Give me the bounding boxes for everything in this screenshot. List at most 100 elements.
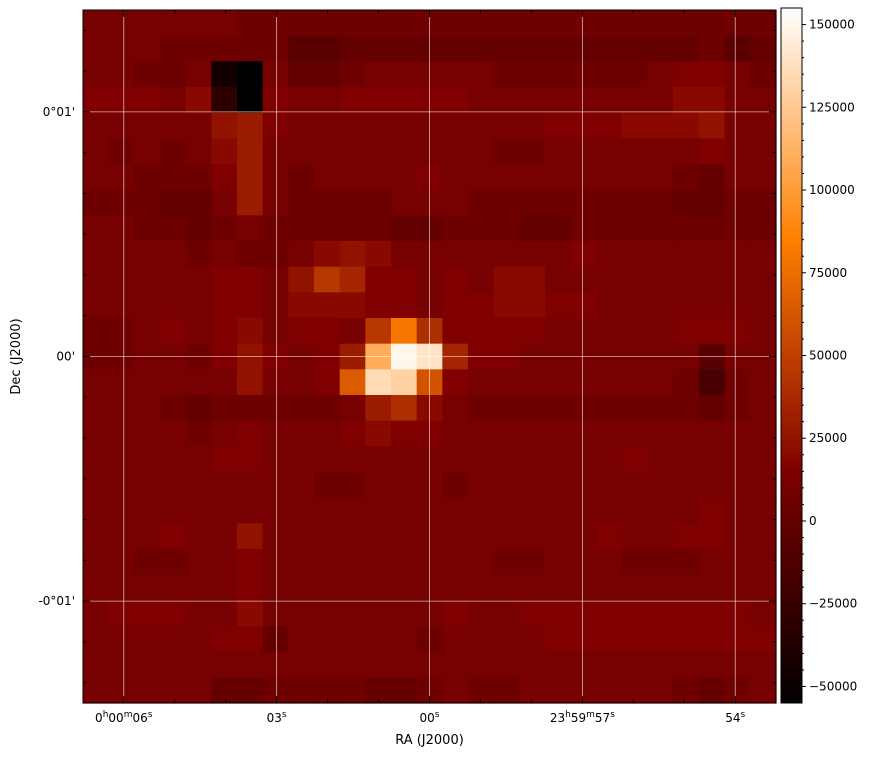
heatmap-cell — [750, 10, 777, 37]
heatmap-cell — [442, 164, 469, 191]
heatmap-cell — [724, 523, 751, 550]
heatmap-cell — [365, 626, 392, 653]
heatmap-cell — [288, 61, 315, 88]
heatmap-cell — [262, 497, 289, 524]
heatmap-cell — [108, 523, 135, 550]
heatmap-cell — [647, 677, 674, 704]
heatmap-cell — [391, 164, 418, 191]
heatmap-cell — [519, 677, 546, 704]
heatmap-cell — [160, 420, 187, 447]
heatmap-cell — [442, 61, 469, 88]
heatmap-cell — [673, 626, 700, 653]
heatmap-cell — [185, 241, 212, 268]
heatmap-cell — [750, 446, 777, 473]
heatmap-cell — [108, 241, 135, 268]
heatmap-cell — [134, 189, 161, 216]
heatmap-cell — [545, 472, 572, 499]
heatmap-cell — [262, 266, 289, 293]
heatmap-cell — [262, 112, 289, 139]
heatmap-cell — [647, 189, 674, 216]
heatmap-cell — [493, 651, 520, 678]
heatmap-cell — [673, 215, 700, 242]
heatmap-cell — [83, 420, 110, 447]
heatmap-cell — [211, 523, 238, 550]
heatmap-cell — [545, 651, 572, 678]
heatmap-cell — [314, 369, 341, 396]
heatmap-cell — [134, 395, 161, 422]
heatmap-cell — [262, 395, 289, 422]
heatmap-cell — [211, 35, 238, 62]
heatmap-cell — [647, 35, 674, 62]
heatmap-cell — [493, 446, 520, 473]
heatmap-cell — [365, 61, 392, 88]
heatmap-cell — [288, 549, 315, 576]
heatmap-cell — [134, 241, 161, 268]
heatmap-cell — [391, 651, 418, 678]
heatmap-cell — [288, 626, 315, 653]
heatmap-cell — [493, 318, 520, 345]
heatmap-cell — [83, 112, 110, 139]
heatmap-cell — [288, 266, 315, 293]
heatmap-cell — [519, 189, 546, 216]
heatmap-cell — [724, 369, 751, 396]
x-tick-label: 0h00m06s — [95, 710, 153, 725]
heatmap-cell — [237, 600, 264, 627]
heatmap-cell — [724, 10, 751, 37]
heatmap-cell — [493, 241, 520, 268]
heatmap-cell — [134, 472, 161, 499]
heatmap-cell — [391, 266, 418, 293]
heatmap-cell — [622, 164, 649, 191]
heatmap-cell — [724, 395, 751, 422]
heatmap-cell — [185, 472, 212, 499]
heatmap-cell — [160, 677, 187, 704]
heatmap-cell — [365, 574, 392, 601]
heatmap-cell — [339, 10, 366, 37]
heatmap-cell — [108, 10, 135, 37]
heatmap-cell — [160, 651, 187, 678]
heatmap-cell — [596, 472, 623, 499]
heatmap-cell — [442, 420, 469, 447]
heatmap-cell — [468, 626, 495, 653]
heatmap-cell — [108, 189, 135, 216]
heatmap-cell — [237, 523, 264, 550]
heatmap-cell — [83, 651, 110, 678]
heatmap-cell — [391, 318, 418, 345]
colorbar-tick-label: 25000 — [809, 431, 847, 445]
heatmap-cell — [237, 446, 264, 473]
heatmap-cell — [750, 369, 777, 396]
heatmap-cell — [134, 61, 161, 88]
heatmap-cell — [237, 241, 264, 268]
heatmap-cell — [211, 420, 238, 447]
heatmap-cell — [262, 35, 289, 62]
heatmap-cell — [339, 549, 366, 576]
heatmap-cell — [468, 651, 495, 678]
heatmap-cell — [442, 241, 469, 268]
heatmap-cell — [108, 472, 135, 499]
heatmap-cell — [647, 523, 674, 550]
heatmap-cell — [288, 395, 315, 422]
colorbar-tick-label: 50000 — [809, 349, 847, 363]
heatmap-cell — [673, 164, 700, 191]
heatmap-cell — [622, 677, 649, 704]
heatmap-cell — [339, 574, 366, 601]
heatmap-cell — [673, 266, 700, 293]
heatmap-cell — [724, 35, 751, 62]
heatmap-cell — [468, 446, 495, 473]
heatmap-cell — [185, 292, 212, 319]
heatmap-cell — [134, 35, 161, 62]
heatmap-cell — [237, 420, 264, 447]
heatmap-cell — [108, 600, 135, 627]
heatmap-cell — [83, 215, 110, 242]
heatmap-cell — [442, 87, 469, 114]
heatmap-cell — [750, 266, 777, 293]
heatmap-cell — [365, 446, 392, 473]
heatmap-cell — [724, 497, 751, 524]
heatmap-cell — [262, 626, 289, 653]
heatmap-cell — [570, 523, 597, 550]
heatmap-cell — [570, 10, 597, 37]
heatmap-cell — [750, 215, 777, 242]
heatmap-cell — [314, 292, 341, 319]
x-tick-label: 23h59m57s — [550, 710, 615, 725]
heatmap-cell — [262, 549, 289, 576]
heatmap-cell — [339, 164, 366, 191]
